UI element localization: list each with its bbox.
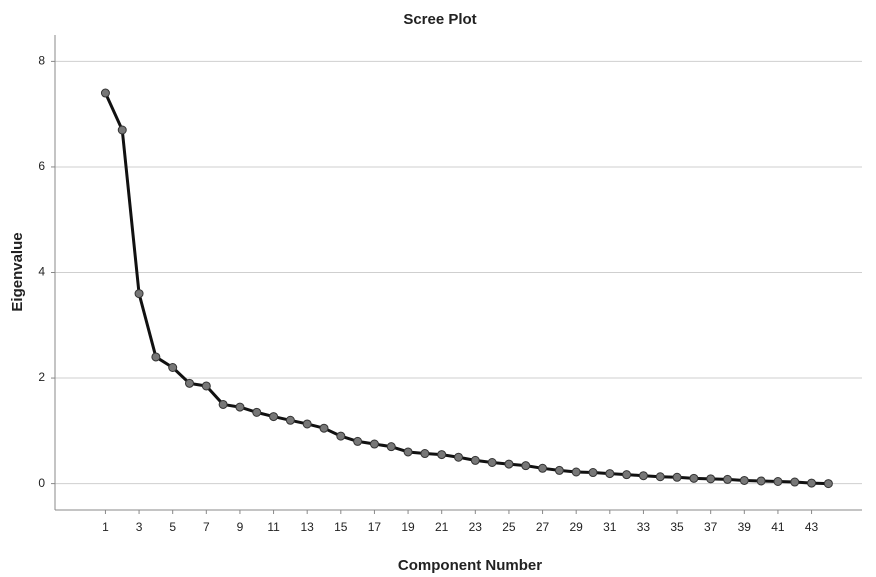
data-point (285, 415, 295, 425)
data-point (790, 477, 800, 487)
x-tick-label: 27 (536, 520, 550, 534)
data-point (773, 477, 783, 486)
y-tick-label: 0 (38, 476, 45, 490)
data-point (638, 471, 648, 481)
data-point (168, 363, 178, 372)
x-tick-label: 13 (301, 520, 315, 534)
data-point (723, 474, 732, 484)
data-point (235, 402, 245, 412)
data-point (689, 473, 699, 483)
x-tick-label: 3 (136, 520, 143, 534)
data-point (538, 463, 548, 473)
x-tick-label: 11 (267, 520, 280, 534)
data-point (151, 352, 161, 362)
x-tick-label: 17 (368, 520, 382, 534)
data-point (622, 470, 632, 480)
data-point (437, 450, 447, 460)
data-point (454, 452, 463, 462)
x-tick-label: 35 (670, 520, 684, 534)
x-tick-label: 21 (435, 520, 449, 534)
data-point (739, 475, 749, 485)
data-point (386, 442, 396, 452)
data-point (185, 378, 194, 388)
data-point (218, 399, 228, 409)
y-tick-label: 4 (38, 265, 45, 279)
data-point (655, 472, 665, 482)
data-point (521, 461, 531, 471)
y-tick-label: 6 (38, 159, 45, 173)
x-tick-label: 19 (401, 520, 415, 534)
data-point (302, 419, 312, 429)
x-axis-title: Component Number (398, 557, 542, 574)
data-point (134, 289, 144, 299)
y-tick-label: 8 (38, 54, 45, 68)
data-point (269, 412, 279, 422)
x-tick-label: 43 (805, 520, 819, 534)
data-point (336, 431, 346, 441)
x-tick-label: 33 (637, 520, 651, 534)
x-tick-label: 23 (469, 520, 483, 534)
data-point (117, 125, 127, 135)
data-point (100, 88, 110, 98)
data-point (571, 467, 581, 477)
x-tick-label: 29 (570, 520, 584, 534)
data-point (201, 381, 211, 391)
data-point (756, 476, 766, 486)
data-point (807, 478, 817, 488)
data-point (672, 472, 682, 482)
x-tick-label: 31 (603, 520, 617, 534)
y-tick-label: 2 (38, 370, 45, 384)
x-tick-label: 5 (169, 520, 176, 534)
data-point (554, 465, 564, 475)
x-tick-label: 39 (738, 520, 752, 534)
data-point (420, 449, 430, 459)
data-point (487, 458, 497, 467)
series-line (104, 92, 829, 486)
data-point (369, 439, 379, 449)
data-point (706, 474, 716, 484)
data-point (353, 436, 363, 446)
x-tick-label: 41 (771, 520, 785, 534)
x-tick-label: 25 (502, 520, 516, 534)
data-point (252, 407, 262, 417)
x-tick-label: 37 (704, 520, 718, 534)
x-tick-label: 15 (334, 520, 348, 534)
data-point (403, 447, 413, 457)
x-tick-label: 7 (203, 520, 210, 534)
chart-title: Scree Plot (403, 11, 476, 28)
data-point (470, 455, 480, 465)
x-tick-label: 1 (102, 520, 109, 534)
data-point (605, 469, 615, 479)
data-point (588, 468, 598, 478)
data-point (504, 459, 514, 469)
data-point (319, 423, 329, 433)
data-point (823, 479, 833, 489)
y-axis-title: Eigenvalue (9, 232, 26, 311)
x-tick-label: 9 (237, 520, 244, 534)
